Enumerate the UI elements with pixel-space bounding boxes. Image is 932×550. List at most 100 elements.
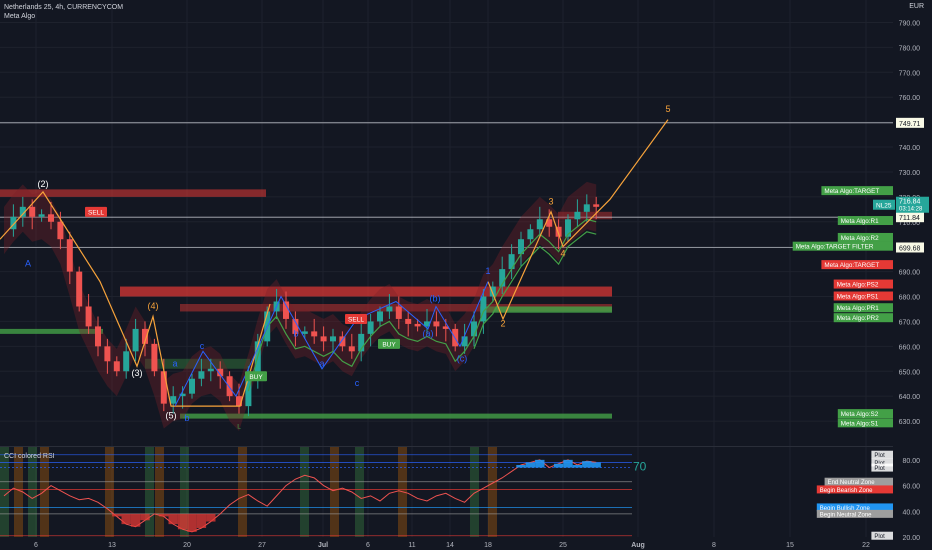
candle-body <box>132 328 139 352</box>
candle-body <box>48 214 54 222</box>
wave-label: a <box>319 358 324 368</box>
rsi-level-tag <box>871 458 893 467</box>
rsi-level-tag-text: Plot <box>874 466 885 472</box>
signal-tag <box>378 338 400 349</box>
wave-label: b <box>184 413 189 423</box>
rsi-overbought-fill <box>525 462 536 468</box>
indicator-legend[interactable]: CCI colored RSI <box>4 453 55 460</box>
rsi-zone-stripe <box>145 447 154 537</box>
price-tick: 760.00 <box>899 95 921 102</box>
meta-algo-bands <box>247 218 597 392</box>
price-tick: 680.00 <box>899 295 921 302</box>
rsi-zone-stripe <box>28 447 37 537</box>
price-tick: 650.00 <box>899 369 921 376</box>
wave-labels: (2) (4) (3) (5) Aa b c b a c (a) (b) (c) 1 2 3 4 5 SELL SEL… <box>25 104 671 430</box>
signal-text: SELL <box>88 209 104 216</box>
rsi-level-tag-text: Begin Bearish Zone <box>820 488 873 494</box>
level-tag-text: 749.71 <box>899 121 921 128</box>
last-price-text: 716.84 <box>899 199 921 206</box>
rsi-overbought-fill <box>535 459 545 468</box>
time-tick: 13 <box>108 542 116 549</box>
wave-label: c <box>355 378 360 388</box>
candle-body <box>301 331 308 334</box>
rsi-level-tag <box>871 450 893 459</box>
candle-body <box>339 336 346 347</box>
rsi-level-tag-text: Plot <box>874 453 885 459</box>
rsi-oversold-fill <box>140 513 150 521</box>
algo-tag-text: Meta Algo:PR1 <box>837 305 880 312</box>
candle-body <box>536 219 543 230</box>
candle-body <box>527 229 534 240</box>
candle-body <box>19 206 26 217</box>
wave-label: (c) <box>457 353 468 363</box>
wave-label: a <box>172 358 177 368</box>
candle-body <box>593 204 600 207</box>
candle-body <box>76 271 83 307</box>
wave-label: 4 <box>560 249 565 259</box>
candle-body <box>395 306 402 319</box>
zone-box <box>0 189 266 197</box>
rsi-oversold-fill <box>187 513 197 532</box>
rsi-level-tag-text: End Neutral Zone <box>828 480 876 486</box>
indicator-name[interactable]: Meta Algo <box>4 13 36 20</box>
rsi-level-tag <box>824 477 893 486</box>
level-tag <box>896 117 924 128</box>
wave-label: b <box>293 328 298 338</box>
rsi-zone-stripe <box>0 447 9 537</box>
candle-body <box>95 326 101 347</box>
rsi-overbought-fill <box>563 459 573 468</box>
candle-body <box>489 286 496 297</box>
time-axis[interactable]: 6 13 20 27 Jul 6 11 14 18 25 Aug 8 15 22 <box>34 542 870 549</box>
cci-rsi-line <box>3 459 597 533</box>
zone-box <box>120 286 612 297</box>
countdown-text: 03:14:28 <box>899 207 923 213</box>
candle-body <box>179 393 186 397</box>
trailing-stop-line <box>247 218 597 392</box>
axis-background <box>893 0 932 550</box>
wave-label: 3 <box>548 196 553 206</box>
price-axis[interactable]: 630.00 640.00 650.00 660.00 670.00 680.00 690.… <box>893 0 932 550</box>
algo-tag-text: Meta Algo:S2 <box>841 411 879 418</box>
candle-body <box>66 239 73 272</box>
candle-body <box>292 318 299 334</box>
rsi-level-tag <box>871 531 893 540</box>
rsi-zone-stripe <box>488 447 497 537</box>
time-tick: 6 <box>366 542 370 549</box>
candle-body <box>377 311 383 322</box>
level-tag-text: 699.68 <box>899 245 921 252</box>
rsi-oversold-fill <box>121 513 131 525</box>
currency-label: EUR <box>909 3 924 10</box>
algo-tag-text: Meta Algo:PR2 <box>837 315 880 322</box>
rsi-zone-stripe <box>40 447 49 537</box>
wave-label: 5 <box>665 104 670 114</box>
wave-label: 1 <box>485 266 490 276</box>
time-tick: 15 <box>786 542 794 549</box>
level-tag <box>896 242 924 253</box>
algo-tag <box>821 186 893 196</box>
algo-tag-text: Meta Algo:R1 <box>841 218 879 225</box>
price-tick: 780.00 <box>899 45 921 52</box>
candle-body <box>311 331 318 337</box>
candle-body <box>283 301 289 319</box>
wave-label: 2 <box>500 318 505 328</box>
algo-tag-text: Meta Algo:R2 <box>841 235 879 242</box>
signal-tag <box>85 206 107 217</box>
algo-tag <box>792 241 893 251</box>
rsi-zone-stripe <box>238 447 247 537</box>
symbol-title[interactable]: Netherlands 25, 4h, CURRENCYCOM <box>4 4 124 11</box>
wave-label: (3) <box>132 368 143 378</box>
time-tick: 22 <box>862 542 870 549</box>
candle-body <box>330 336 336 342</box>
rsi-oversold-fill <box>196 513 207 528</box>
candle-body <box>442 326 449 329</box>
rsi-tick: 20.00 <box>902 535 920 542</box>
rsi-level-tag-text: Begin Bullish Zone <box>820 506 871 512</box>
primary-wave-line <box>0 190 271 407</box>
price-tick: 770.00 <box>899 70 921 77</box>
level-tag-text: 711.84 <box>899 215 920 222</box>
time-tick: 11 <box>408 542 415 549</box>
candle-body <box>367 321 374 334</box>
rsi-level-tag <box>816 485 893 494</box>
